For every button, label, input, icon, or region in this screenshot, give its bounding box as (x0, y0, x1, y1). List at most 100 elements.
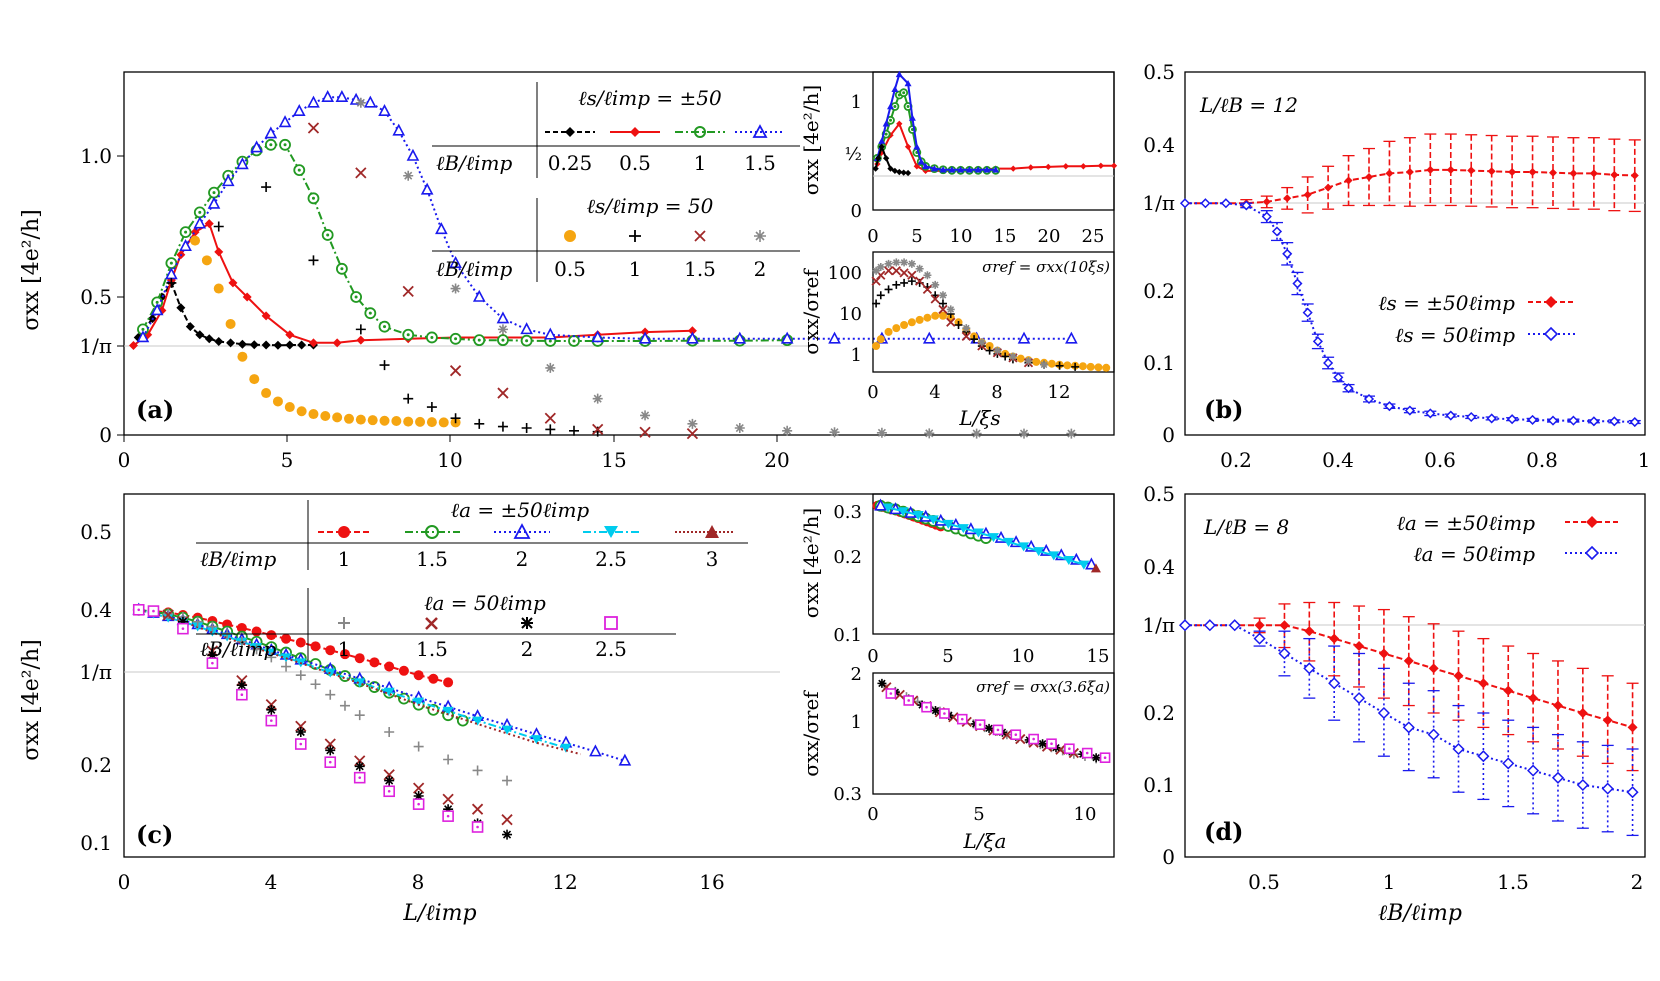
data-point (895, 70, 903, 78)
data-point (893, 105, 897, 108)
data-point (876, 291, 885, 300)
data-point (1032, 737, 1035, 741)
data-point (221, 174, 235, 187)
ytick: 0 (851, 201, 862, 222)
data-point (1292, 278, 1303, 289)
inset-a1-frame (872, 71, 1115, 211)
data-point (226, 338, 236, 348)
data-point (1552, 700, 1563, 711)
data-point (1228, 619, 1241, 632)
data-series (133, 604, 513, 840)
data-point (965, 166, 973, 173)
ytick: 0.5 (80, 520, 112, 544)
data-point (472, 765, 483, 776)
data-point (378, 103, 391, 116)
data-point (446, 814, 450, 818)
xtick: 4 (265, 870, 278, 894)
data-series (1179, 198, 1641, 428)
data-point (925, 705, 928, 709)
data-point (900, 258, 909, 267)
data-point (1576, 778, 1589, 792)
panel-c-yticks: 0.1 0.2 1/π 0.4 0.5 (79, 520, 112, 855)
data-point (236, 622, 247, 633)
data-point (340, 267, 344, 271)
data-point (525, 339, 529, 343)
data-point (1446, 165, 1455, 174)
data-point (899, 268, 909, 278)
ytick: 0.1 (80, 831, 112, 855)
data-point (442, 706, 454, 716)
ytick: 10 (839, 304, 862, 325)
data-point (339, 700, 350, 711)
xtick: 0 (118, 448, 131, 472)
xtick: 12 (1048, 382, 1071, 403)
data-point (1486, 413, 1497, 424)
data-point (872, 342, 881, 351)
data-point (1329, 633, 1340, 644)
panel-a-ylabel: σxx [4e²/h] (19, 209, 44, 330)
xtick: 10 (1012, 646, 1035, 667)
data-point (193, 216, 207, 229)
data-point (326, 233, 330, 237)
data-point (355, 324, 366, 335)
data-point (283, 143, 287, 147)
panel-a-yticks: 0 1/π 0.5 1.0 (79, 144, 124, 447)
data-point (1279, 620, 1290, 631)
data-point (1063, 555, 1075, 565)
data-point (413, 741, 424, 752)
data-point (285, 340, 295, 350)
data-point (907, 318, 916, 327)
data-point (917, 158, 925, 165)
data-point (1097, 162, 1105, 169)
data-point (249, 340, 259, 350)
data-point (435, 222, 448, 235)
data-point (780, 331, 794, 344)
data-point (1253, 632, 1266, 645)
data-point (1312, 336, 1323, 347)
data-point (922, 284, 933, 295)
data-point (471, 803, 484, 815)
data-point (734, 423, 745, 434)
data-point (900, 320, 909, 329)
legend-title-top: ℓs/ℓimp = ±50 (578, 86, 722, 110)
series-line (1185, 202, 1635, 423)
data-point (1508, 167, 1517, 176)
data-point (474, 418, 485, 429)
legend-title-bottom: ℓs/ℓimp = 50 (587, 194, 714, 218)
data-point (185, 322, 195, 332)
xtick: 10 (1074, 804, 1097, 825)
data-point (1038, 739, 1048, 749)
panel-a-inset-bottom: σref = σxx(10ξs) σxx/σref 1 10 100 0 4 8… (799, 251, 1115, 430)
data-point (169, 261, 173, 265)
data-point (1102, 363, 1111, 372)
ytick: 0.2 (833, 547, 862, 568)
data-point (930, 706, 940, 716)
data-point (1609, 416, 1620, 427)
data-point (876, 262, 885, 271)
data-point (884, 285, 893, 294)
data-point (1016, 354, 1025, 363)
inset-c2-annotation: σref = σxx(3.6ξa) (976, 678, 1110, 696)
data-point (891, 167, 899, 175)
data-series (872, 258, 1049, 369)
data-point (450, 283, 461, 294)
data-point (1569, 169, 1578, 178)
data-point (137, 608, 141, 612)
xtick: 0.5 (1248, 870, 1280, 894)
data-point (922, 162, 930, 170)
data-point (1103, 756, 1107, 760)
data-point (476, 825, 479, 829)
data-point (1178, 619, 1192, 632)
data-point (398, 665, 409, 676)
data-point (874, 498, 887, 511)
data-point (970, 335, 979, 344)
data-point (957, 166, 965, 173)
data-point (938, 304, 948, 315)
data-point (521, 423, 532, 434)
data-point (560, 743, 572, 753)
data-point (325, 645, 336, 656)
legend-value: 1.5 (416, 547, 448, 571)
ytick: 0.5 (80, 285, 112, 309)
data-point (972, 528, 984, 538)
data-point (1063, 361, 1072, 370)
